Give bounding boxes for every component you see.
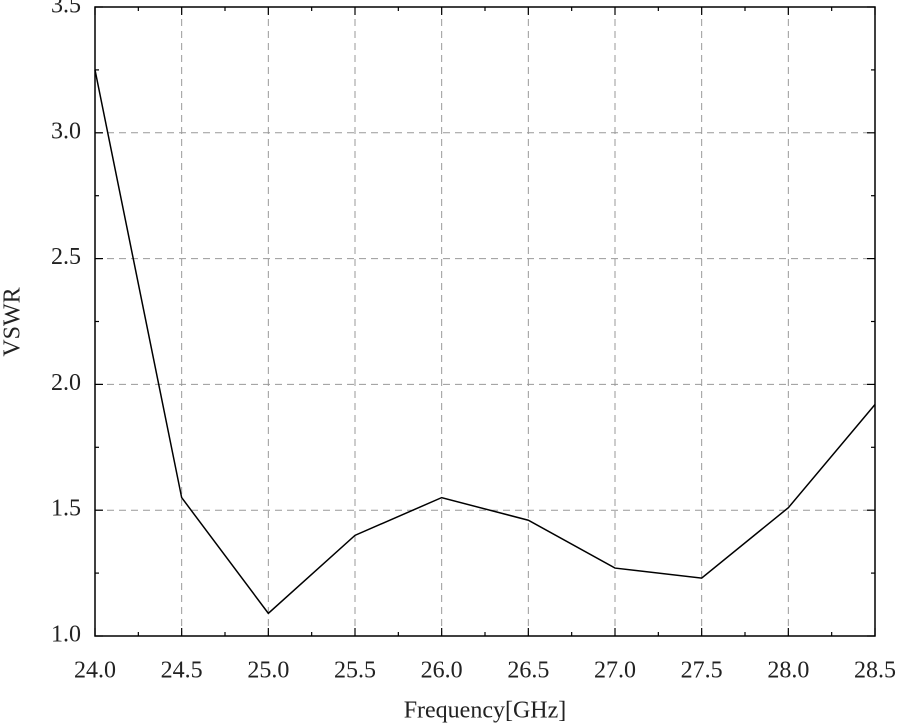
x-tick-label: 26.5	[507, 658, 549, 684]
x-tick-label: 27.0	[594, 658, 636, 684]
x-axis-label: Frequency[GHz]	[404, 698, 567, 724]
x-tick-label: 27.5	[681, 658, 723, 684]
x-tick-label: 28.0	[767, 658, 809, 684]
x-tick-label: 24.0	[74, 658, 116, 684]
y-tick-label: 2.0	[51, 370, 81, 396]
y-tick-label: 2.5	[51, 244, 81, 270]
x-tick-label: 26.0	[421, 658, 463, 684]
data-line	[94, 69, 876, 615]
y-tick-label: 1.0	[51, 622, 81, 648]
x-tick-label: 25.5	[334, 658, 376, 684]
y-tick-label: 3.5	[51, 0, 81, 19]
y-axis-label: VSWR	[0, 287, 26, 356]
y-tick-label: 1.5	[51, 496, 81, 522]
x-tick-label: 25.0	[247, 658, 289, 684]
x-tick-label: 28.5	[854, 658, 896, 684]
x-tick-label: 24.5	[161, 658, 203, 684]
plot-frame	[94, 6, 876, 637]
y-tick-label: 3.0	[51, 118, 81, 144]
